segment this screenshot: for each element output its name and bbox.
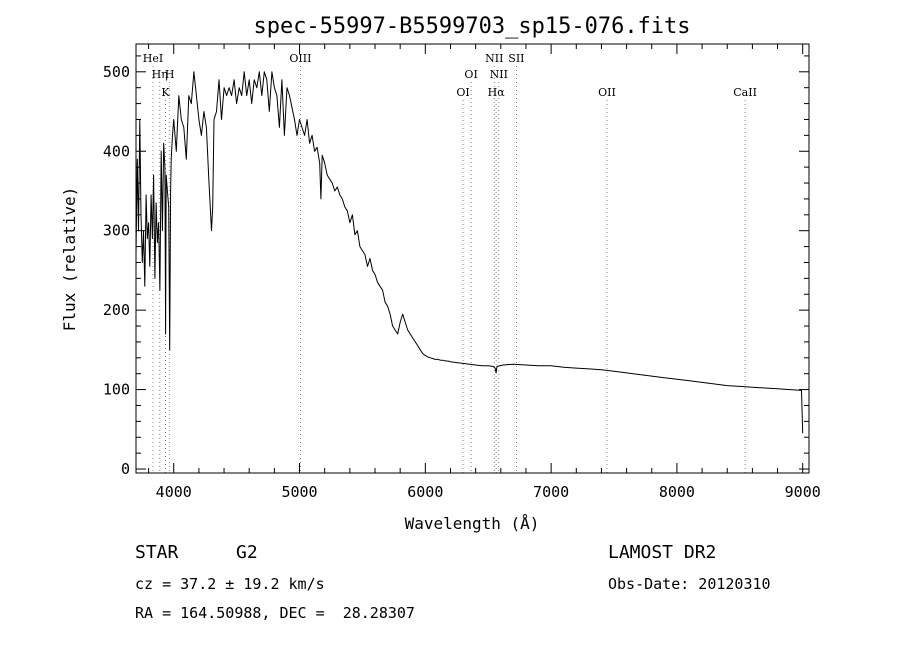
line-label: Hα — [488, 86, 506, 99]
observation-date: Obs-Date: 20120310 — [608, 575, 771, 593]
x-tick-label: 7000 — [533, 483, 569, 501]
y-tick-label: 100 — [103, 381, 130, 399]
y-tick-label: 200 — [103, 301, 130, 319]
chart-title: spec-55997-B5599703_sp15-076.fits — [253, 14, 690, 39]
y-tick-label: 500 — [103, 63, 130, 81]
spectral-subclass: G2 — [236, 542, 258, 563]
line-label: OII — [598, 86, 616, 99]
x-tick-label: 9000 — [785, 483, 821, 501]
y-axis-label: Flux (relative) — [60, 187, 79, 332]
x-axis: 4000 5000 6000 7000 8000 9000 — [148, 44, 821, 501]
plot-frame — [135, 43, 810, 474]
line-label: NII — [485, 52, 503, 65]
y-tick-label: 400 — [103, 142, 130, 160]
x-tick-label: 6000 — [407, 483, 443, 501]
line-label: OIII — [289, 52, 311, 65]
spectrum-line — [135, 71, 804, 434]
line-label: OI — [464, 68, 477, 81]
y-axis: 0 100 200 300 400 500 — [103, 55, 809, 478]
x-tick-label: 4000 — [156, 483, 192, 501]
x-tick-label: 8000 — [659, 483, 695, 501]
line-label: Hη — [152, 68, 168, 81]
line-label: H — [165, 68, 175, 81]
line-label: SII — [508, 52, 524, 65]
object-type: STAR — [135, 542, 179, 563]
line-label: NII — [490, 68, 508, 81]
x-axis-label: Wavelength (Å) — [405, 514, 540, 533]
y-tick-label: 300 — [103, 222, 130, 240]
line-label: CaII — [733, 86, 757, 99]
y-tick-label: 0 — [121, 460, 130, 478]
survey-name: LAMOST DR2 — [608, 542, 717, 563]
x-tick-label: 5000 — [281, 483, 317, 501]
line-label: K — [161, 86, 170, 99]
line-label: OI — [456, 86, 469, 99]
coordinates: RA = 164.50988, DEC = 28.28307 — [135, 604, 415, 622]
redshift-cz: cz = 37.2 ± 19.2 km/s — [135, 575, 325, 593]
line-label: HeI — [143, 52, 163, 65]
series-group — [135, 71, 804, 434]
